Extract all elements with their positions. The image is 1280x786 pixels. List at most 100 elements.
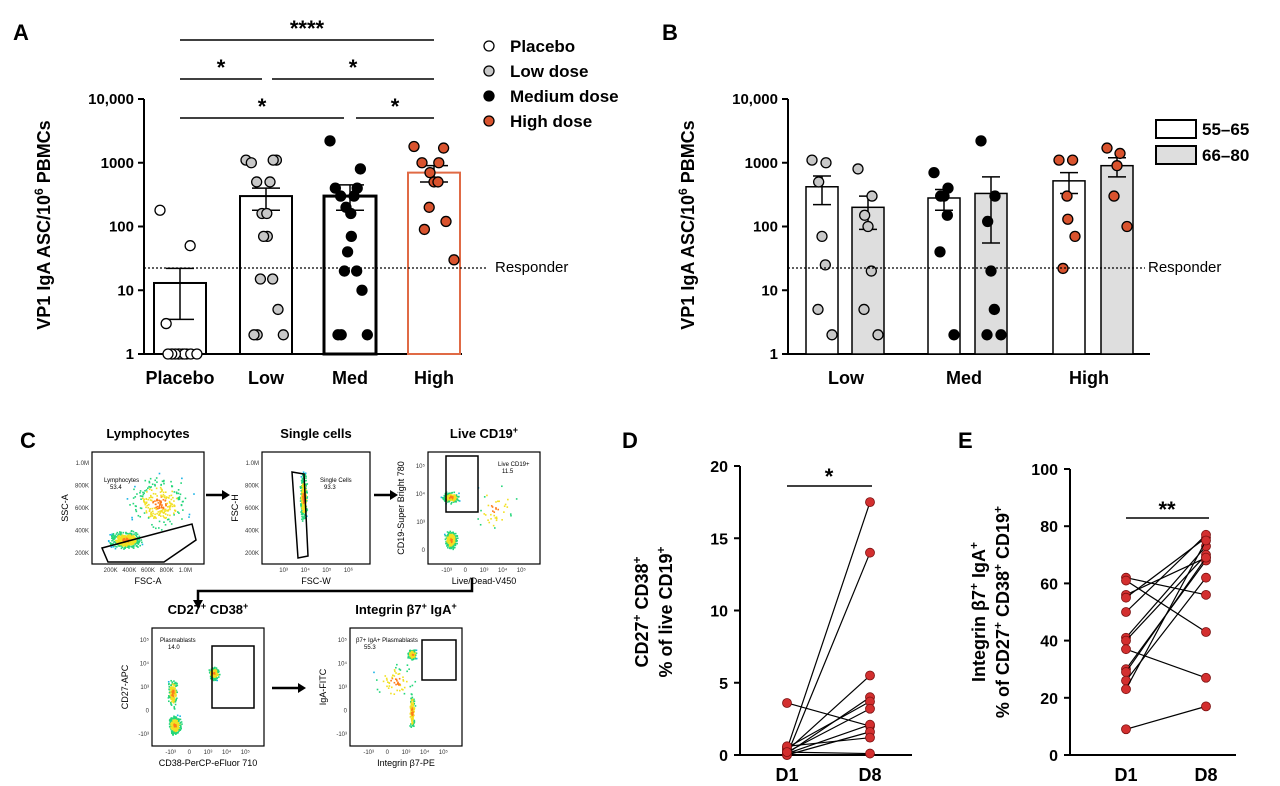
flow-event [116, 536, 119, 539]
flow-event [446, 501, 449, 503]
flow-event [174, 717, 177, 719]
flow-event [213, 668, 216, 670]
flow-event [403, 686, 406, 689]
panel-a-point [154, 204, 166, 216]
flow-event [399, 684, 402, 687]
flow-event [454, 532, 457, 535]
flow-event [409, 655, 412, 657]
flow-event [111, 533, 113, 536]
flow-event [305, 490, 308, 493]
flow-event [131, 545, 134, 547]
flow-event [394, 670, 396, 673]
flow-event [411, 714, 414, 717]
flow-event [454, 498, 457, 500]
flow-event [150, 486, 152, 488]
flow-event [455, 540, 457, 542]
flow-event [165, 497, 168, 500]
flow-event [495, 501, 497, 503]
flow-event [301, 490, 304, 492]
flow-event [128, 541, 131, 544]
flow-plot-ytick: 10⁴ [416, 491, 426, 498]
flow-event [173, 720, 176, 723]
flow-event [302, 477, 304, 480]
flow-event [154, 479, 157, 482]
flow-event [156, 498, 158, 501]
flow-event [215, 676, 218, 678]
flow-event [455, 539, 458, 541]
flow-event [133, 488, 135, 491]
flow-event [396, 689, 398, 692]
flow-event [134, 496, 137, 498]
flow-event [170, 724, 172, 727]
flow-event [483, 513, 486, 515]
flow-event [126, 498, 129, 500]
flow-event [139, 544, 141, 547]
flow-plot-xtick: 0 [188, 750, 192, 756]
flow-event [152, 501, 154, 504]
flow-event [144, 479, 147, 482]
flow-event [301, 515, 303, 518]
flow-event [169, 725, 172, 728]
paired-line [1125, 540, 1207, 690]
flow-event [300, 497, 303, 500]
panel-b-point [859, 209, 871, 221]
legend-marker [483, 115, 495, 127]
flow-event [125, 545, 128, 548]
flow-event [409, 685, 412, 688]
panel-b-category-label: High [1069, 368, 1109, 388]
flow-event [175, 699, 177, 702]
flow-event [386, 685, 388, 688]
flow-event [188, 513, 191, 516]
flow-event [483, 496, 486, 498]
flow-plot-xtick: 10⁵ [241, 749, 251, 756]
flow-event [453, 546, 456, 549]
flow-event [445, 537, 448, 539]
flow-event [174, 720, 177, 723]
flow-event [414, 705, 417, 707]
flow-event [160, 490, 163, 493]
flow-event [176, 732, 178, 734]
flow-event [150, 511, 153, 514]
flow-event [300, 499, 303, 501]
flow-event [397, 673, 400, 675]
flow-event [411, 696, 414, 699]
flow-event [216, 677, 219, 679]
flow-event [132, 547, 135, 549]
flow-event [458, 492, 460, 495]
flow-event [456, 542, 458, 545]
flow-event [123, 547, 126, 549]
flow-event [167, 518, 170, 521]
flow-event [173, 706, 176, 708]
flow-event [396, 680, 398, 682]
flow-event [480, 509, 482, 512]
flow-event [173, 731, 175, 734]
flow-event [453, 540, 456, 542]
flow-plot: Lymphocytes53.4LymphocytesFSC-ASSC-A200K… [60, 426, 205, 586]
flow-event [450, 532, 453, 534]
flow-event [412, 657, 414, 660]
flow-event [493, 511, 496, 513]
point-d1 [782, 698, 792, 708]
flow-event [167, 505, 169, 508]
flow-event [174, 682, 176, 684]
flow-event [173, 684, 176, 686]
flow-event [159, 486, 162, 489]
flow-event [181, 723, 183, 725]
flow-event [173, 680, 175, 682]
flow-event [117, 537, 120, 540]
flow-plot-frame [349, 627, 463, 747]
flow-event [162, 509, 164, 511]
flow-event [446, 493, 449, 496]
flow-event [491, 506, 494, 508]
flow-event [174, 695, 177, 697]
flow-event [121, 534, 123, 537]
flow-event [119, 532, 122, 535]
flow-event [390, 679, 392, 682]
paired-line [786, 751, 871, 755]
flow-event [176, 728, 178, 730]
flow-event [169, 720, 171, 723]
flow-event [446, 498, 449, 500]
flow-event [304, 517, 306, 520]
flow-event [168, 686, 171, 688]
flow-event [442, 498, 445, 500]
